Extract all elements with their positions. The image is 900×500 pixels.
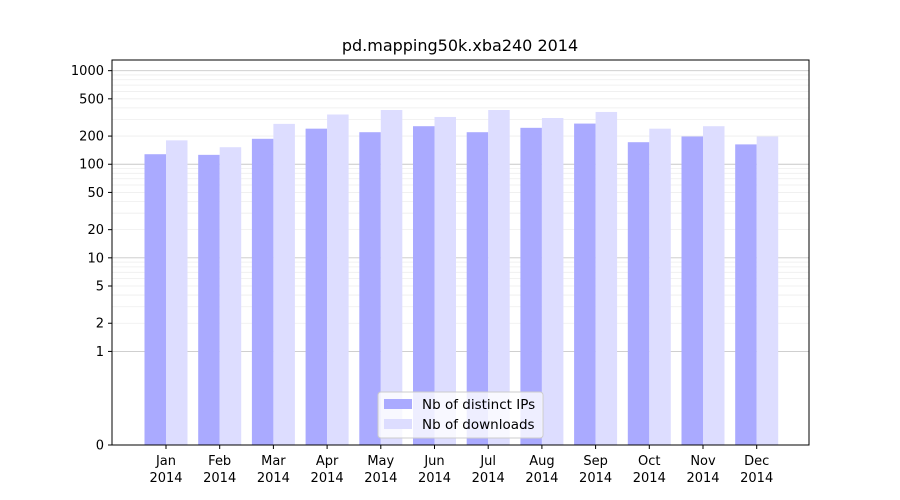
y-tick-label: 200 xyxy=(79,130,104,145)
bar-ips xyxy=(144,154,166,446)
y-tick-label: 1 xyxy=(96,345,104,360)
y-tick-label: 100 xyxy=(79,158,104,173)
legend-swatch xyxy=(384,399,412,409)
bar-ips xyxy=(198,154,220,445)
x-tick-label-year: 2014 xyxy=(203,471,236,486)
bar-ips xyxy=(627,142,650,445)
bar-ips xyxy=(413,126,435,445)
bar-downloads xyxy=(649,128,671,445)
x-tick-label-year: 2014 xyxy=(579,471,612,486)
y-tick-label: 10 xyxy=(87,251,104,266)
x-axis: Jan 2014 Feb 2014 Mar 2014 Apr 2014 May 2014 Jun 20… xyxy=(149,445,773,486)
y-axis: 0 1 2 5 10 20 50 100 200 500 1000 xyxy=(71,64,112,454)
bar-downloads xyxy=(273,123,295,445)
legend-swatch xyxy=(384,419,412,429)
x-tick-label-month: Sep xyxy=(583,454,608,469)
x-tick-label-year: 2014 xyxy=(686,471,719,486)
x-tick-label-month: Dec xyxy=(744,454,769,469)
legend-label: Nb of downloads xyxy=(422,417,535,433)
bar-ips xyxy=(681,136,703,445)
x-tick-label-month: Aug xyxy=(529,454,554,469)
bar-ips xyxy=(359,132,381,445)
y-tick-label: 5 xyxy=(96,280,104,295)
x-tick-label-month: Jul xyxy=(479,454,496,469)
legend-box xyxy=(377,391,544,439)
bar-ips xyxy=(305,128,328,445)
x-tick-label-year: 2014 xyxy=(472,471,505,486)
y-tick-label: 1000 xyxy=(71,64,104,79)
x-tick-label-month: Nov xyxy=(690,454,716,469)
bar-ips xyxy=(574,123,596,445)
x-tick-label-month: Jun xyxy=(423,454,444,469)
bar-downloads xyxy=(166,140,188,445)
y-tick-label: 50 xyxy=(87,186,104,201)
bar-downloads xyxy=(541,118,564,446)
bar-downloads xyxy=(219,147,242,445)
bars xyxy=(144,109,779,446)
x-tick-label-month: Apr xyxy=(316,454,339,469)
legend: Nb of distinct IPs Nb of downloads xyxy=(377,391,544,439)
x-tick-label-month: Feb xyxy=(208,454,231,469)
x-tick-label-year: 2014 xyxy=(149,471,182,486)
chart-title: pd.mapping50k.xba240 2014 xyxy=(342,36,578,55)
x-tick-label-year: 2014 xyxy=(418,471,451,486)
bar-downloads xyxy=(434,116,456,446)
y-tick-label: 20 xyxy=(87,223,104,238)
x-tick-label-month: Oct xyxy=(638,454,660,469)
x-tick-label-year: 2014 xyxy=(525,471,558,486)
bar-downloads xyxy=(595,111,618,446)
y-tick-label: 0 xyxy=(96,439,104,454)
bar-ips xyxy=(520,127,542,445)
bar-downloads xyxy=(327,114,349,445)
legend-label: Nb of distinct IPs xyxy=(422,397,535,413)
bar-ips xyxy=(735,144,757,445)
bar-downloads xyxy=(380,109,403,446)
y-tick-label: 500 xyxy=(79,92,104,107)
x-tick-label-month: Jan xyxy=(155,454,176,469)
bar-ips xyxy=(466,132,489,445)
x-tick-label-month: May xyxy=(367,454,394,469)
bar-downloads xyxy=(488,109,510,446)
bar-downloads xyxy=(703,126,725,445)
y-tick-label: 2 xyxy=(96,317,104,332)
x-tick-label-year: 2014 xyxy=(257,471,290,486)
x-tick-label-year: 2014 xyxy=(364,471,397,486)
x-tick-label-year: 2014 xyxy=(740,471,773,486)
bar-ips xyxy=(251,138,274,445)
x-tick-label-month: Mar xyxy=(261,454,286,469)
x-tick-label-year: 2014 xyxy=(633,471,666,486)
x-tick-label-year: 2014 xyxy=(311,471,344,486)
bar-downloads xyxy=(756,136,779,445)
plot-frame xyxy=(111,59,810,446)
